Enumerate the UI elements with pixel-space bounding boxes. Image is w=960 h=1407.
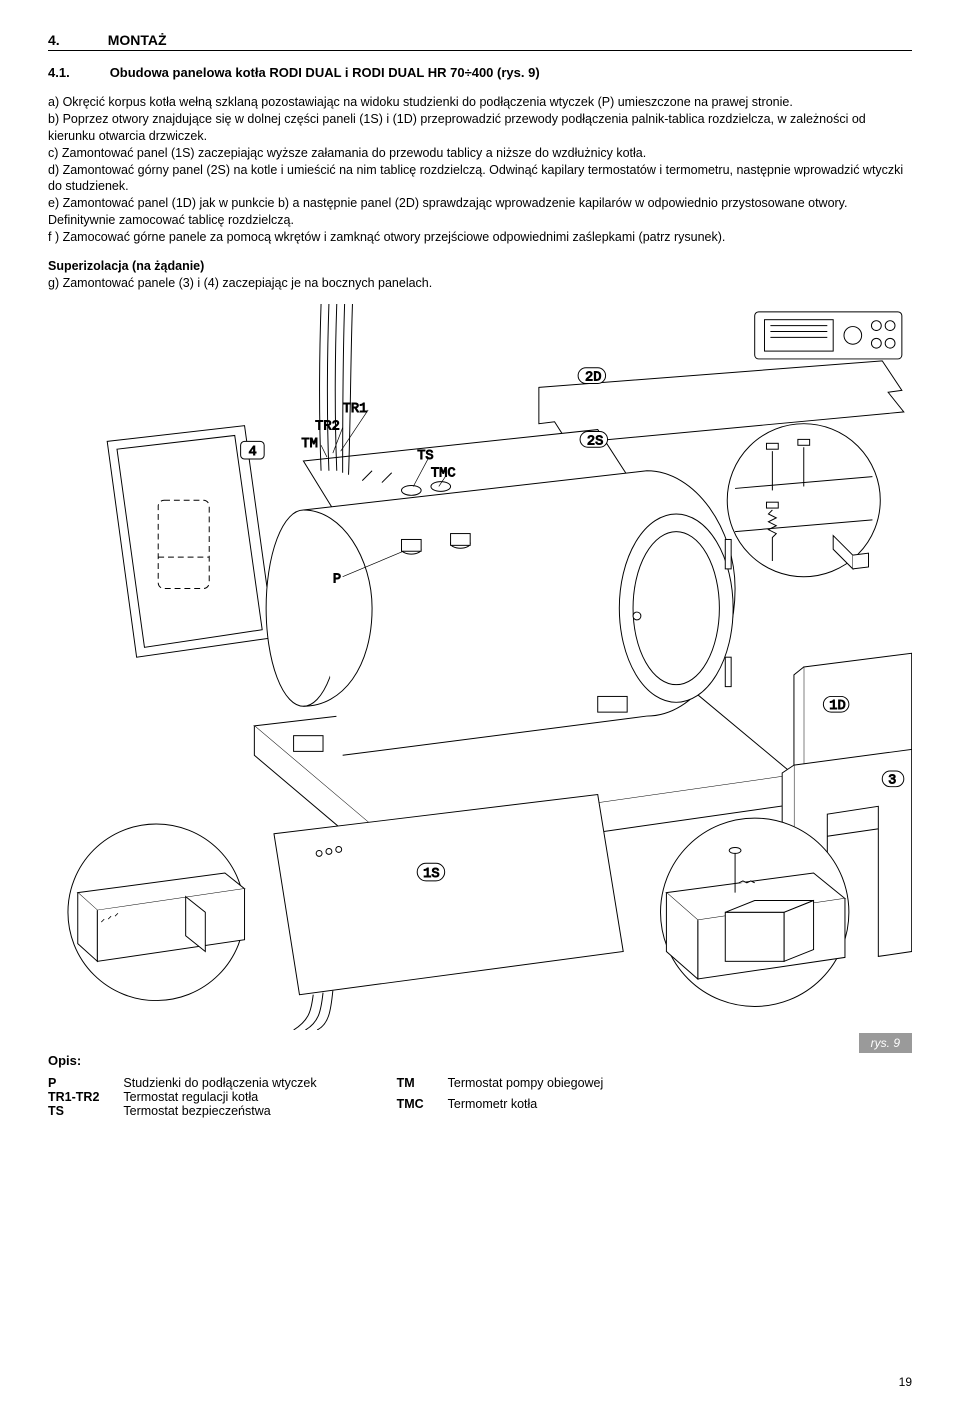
subsection-number: 4.1. <box>48 65 70 80</box>
legend-key: TMC <box>397 1097 448 1118</box>
panel-4: 4 <box>107 425 274 657</box>
label-tr1: TR1 <box>343 402 368 417</box>
label-ts: TS <box>417 449 433 464</box>
detail-beam-right <box>661 818 849 1006</box>
panel-1s: 1S <box>274 794 623 994</box>
legend-row: P Studzienki do podłączenia wtyczek <box>48 1076 317 1090</box>
legend-row: TS Termostat bezpieczeństwa <box>48 1104 317 1118</box>
legend-key: TR1-TR2 <box>48 1090 123 1104</box>
legend-heading: Opis: <box>48 1053 912 1068</box>
legend-col-right: TM Termostat pompy obiegowej TMC Termome… <box>397 1076 604 1118</box>
subsection-title: Obudowa panelowa kotła RODI DUAL i RODI … <box>110 65 540 80</box>
para-f: f ) Zamocować górne panele za pomocą wkr… <box>48 229 912 246</box>
legend-columns: P Studzienki do podłączenia wtyczek TR1-… <box>48 1076 912 1118</box>
detail-rail-left <box>68 824 245 1001</box>
svg-text:4: 4 <box>248 445 256 460</box>
legend-key: TS <box>48 1104 123 1118</box>
section-title: MONTAŻ <box>108 32 167 48</box>
legend-key: TM <box>397 1076 448 1097</box>
legend-val: Termostat pompy obiegowej <box>448 1076 604 1097</box>
para-g: g) Zamontować panele (3) i (4) zaczepiaj… <box>48 275 912 292</box>
subsection-heading: 4.1. Obudowa panelowa kotła RODI DUAL i … <box>48 65 912 80</box>
svg-text:3: 3 <box>888 773 896 788</box>
label-p: P <box>333 572 341 587</box>
section-number: 4. <box>48 32 60 48</box>
label-tm: TM <box>301 437 317 452</box>
svg-text:1S: 1S <box>423 867 439 882</box>
label-tr2: TR2 <box>315 419 340 434</box>
diagram-svg: 2D 2S TR1 TR2 TM TS TMC <box>48 304 912 1030</box>
para-b: b) Poprzez otwory znajdujące się w dolne… <box>48 111 912 145</box>
legend-row: TM Termostat pompy obiegowej <box>397 1076 604 1097</box>
legend-row: TMC Termometr kotła <box>397 1097 604 1118</box>
legend-row: TR1-TR2 Termostat regulacji kotła <box>48 1090 317 1104</box>
wires-bottom <box>294 990 333 1029</box>
section-heading: 4. MONTAŻ <box>48 32 912 51</box>
body-paragraphs: a) Okręcić korpus kotła wełną szklaną po… <box>48 94 912 246</box>
para-e: e) Zamontować panel (1D) jak w punkcie b… <box>48 195 912 229</box>
page-number: 19 <box>899 1375 912 1389</box>
para-a: a) Okręcić korpus kotła wełną szklaną po… <box>48 94 912 111</box>
detail-screw-top <box>727 423 880 576</box>
superisolation-block: Superizolacja (na żądanie) g) Zamontować… <box>48 258 912 292</box>
super-head: Superizolacja (na żądanie) <box>48 258 912 275</box>
assembly-diagram: 2D 2S TR1 TR2 TM TS TMC <box>48 304 912 1033</box>
figure-label: rys. 9 <box>859 1033 912 1053</box>
svg-text:2S: 2S <box>587 434 603 449</box>
control-panel-icon <box>755 311 902 358</box>
legend-val: Termostat regulacji kotła <box>123 1090 316 1104</box>
wires-top <box>320 304 353 475</box>
legend-key: P <box>48 1076 123 1090</box>
legend-val: Studzienki do podłączenia wtyczek <box>123 1076 316 1090</box>
para-d: d) Zamontować górny panel (2S) na kotle … <box>48 162 912 196</box>
svg-text:1D: 1D <box>829 699 845 714</box>
legend-val: Termostat bezpieczeństwa <box>123 1104 316 1118</box>
legend-val: Termometr kotła <box>448 1097 604 1118</box>
legend-col-left: P Studzienki do podłączenia wtyczek TR1-… <box>48 1076 317 1118</box>
para-c: c) Zamontować panel (1S) zaczepiając wyż… <box>48 145 912 162</box>
svg-text:2D: 2D <box>585 370 601 385</box>
boiler-door <box>619 514 733 702</box>
